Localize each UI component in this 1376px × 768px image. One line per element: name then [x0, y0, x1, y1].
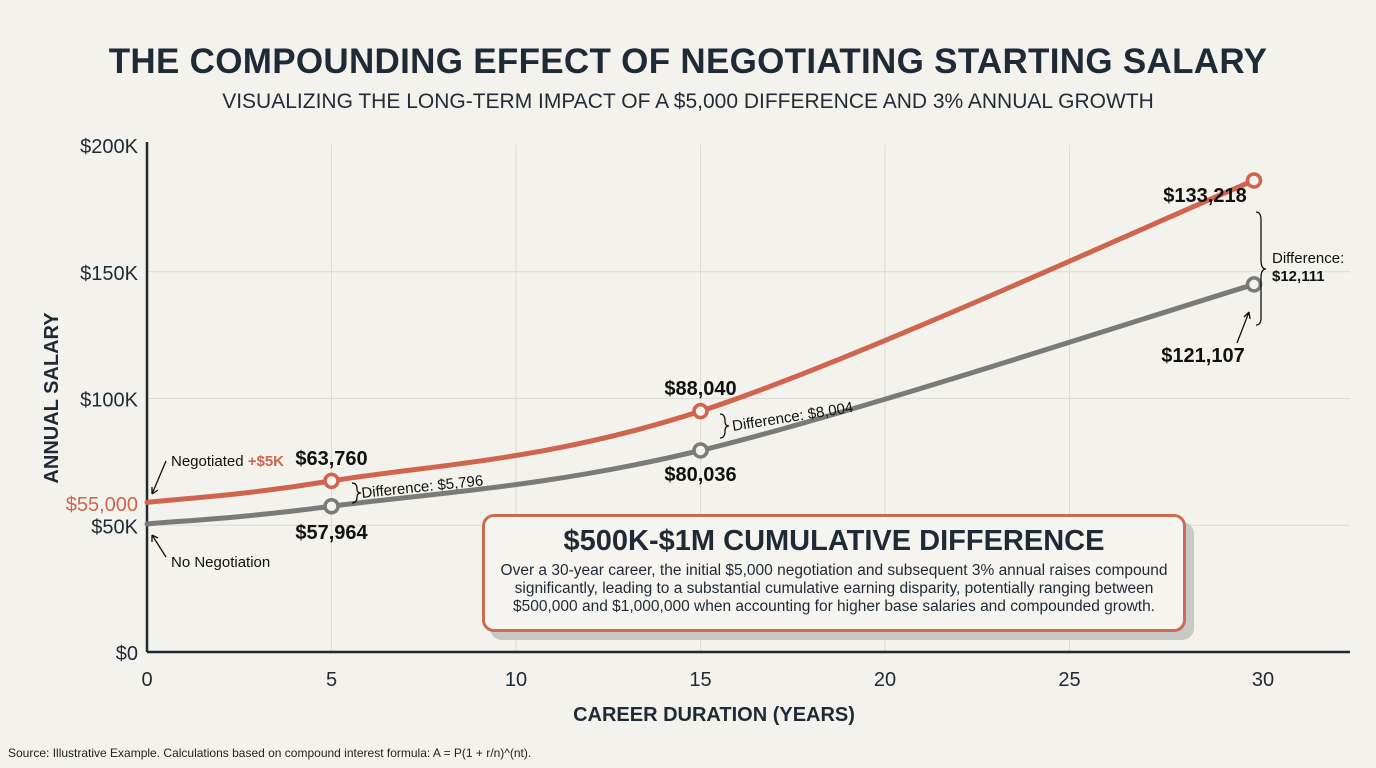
- negotiated-increment: +$5K: [248, 453, 284, 470]
- difference-year30-value: $12,111: [1272, 268, 1325, 285]
- no-negotiation-line: [144, 281, 1257, 527]
- chart-title: THE COMPOUNDING EFFECT OF NEGOTIATING ST…: [108, 42, 1268, 81]
- callout-heading: $500K-$1M CUMULATIVE DIFFERENCE: [563, 525, 1105, 557]
- y-tick-label: $150K: [80, 263, 138, 285]
- y-axis-title: ANNUAL SALARY: [41, 312, 63, 484]
- data-point: [323, 497, 340, 515]
- brace-year15: [719, 413, 730, 439]
- label-base-year30: $121,107: [1161, 345, 1244, 367]
- x-tick-label: 15: [689, 669, 711, 691]
- callout-body: Over a 30-year career, the initial $5,00…: [500, 562, 1168, 615]
- difference-year30-label: Difference:: [1272, 250, 1344, 267]
- data-point: [692, 402, 709, 420]
- label-negotiated-year30: $133,218: [1163, 185, 1246, 207]
- label-negotiated-year15: $88,040: [664, 378, 736, 400]
- x-tick-label: 25: [1058, 669, 1080, 691]
- arrow-no-negotiation: [151, 534, 167, 558]
- cumulative-difference-callout: $500K-$1M CUMULATIVE DIFFERENCE Over a 3…: [482, 514, 1186, 632]
- data-point: [1245, 276, 1263, 293]
- y-tick-label: $0: [116, 643, 138, 665]
- data-point: [323, 472, 340, 490]
- arrow-base-year30: [1236, 311, 1251, 344]
- brace-year5: [351, 482, 362, 504]
- y-tick-label: $100K: [80, 390, 138, 412]
- no-negotiation-label: No Negotiation: [171, 554, 270, 571]
- x-tick-label: 10: [505, 669, 527, 691]
- starting-salary-label: $55,000: [66, 494, 138, 516]
- data-point: [1245, 172, 1263, 189]
- x-tick-label: 30: [1252, 669, 1274, 691]
- negotiated-label-text: Negotiated: [171, 453, 248, 470]
- label-base-year5: $57,964: [295, 522, 368, 544]
- arrow-negotiated: [151, 460, 167, 495]
- data-point: [692, 442, 709, 459]
- y-tick-label: $200K: [80, 136, 138, 158]
- label-base-year15: $80,036: [664, 464, 736, 486]
- x-tick-label: 5: [326, 669, 337, 691]
- x-axis-title: CAREER DURATION (YEARS): [573, 704, 855, 726]
- x-tick-label: 0: [141, 669, 152, 691]
- label-negotiated-year5: $63,760: [295, 448, 367, 470]
- source-note: Source: Illustrative Example. Calculatio…: [8, 746, 532, 760]
- negotiated-line: [144, 177, 1257, 505]
- chart-subtitle: VISUALIZING THE LONG-TERM IMPACT OF A $5…: [222, 90, 1154, 113]
- negotiated-label: Negotiated +$5K: [171, 453, 284, 470]
- y-tick-label: $50K: [91, 516, 138, 538]
- x-tick-label: 20: [874, 669, 896, 691]
- brace-year30: [1255, 211, 1267, 326]
- difference-year15: Difference: $8,004: [731, 399, 854, 435]
